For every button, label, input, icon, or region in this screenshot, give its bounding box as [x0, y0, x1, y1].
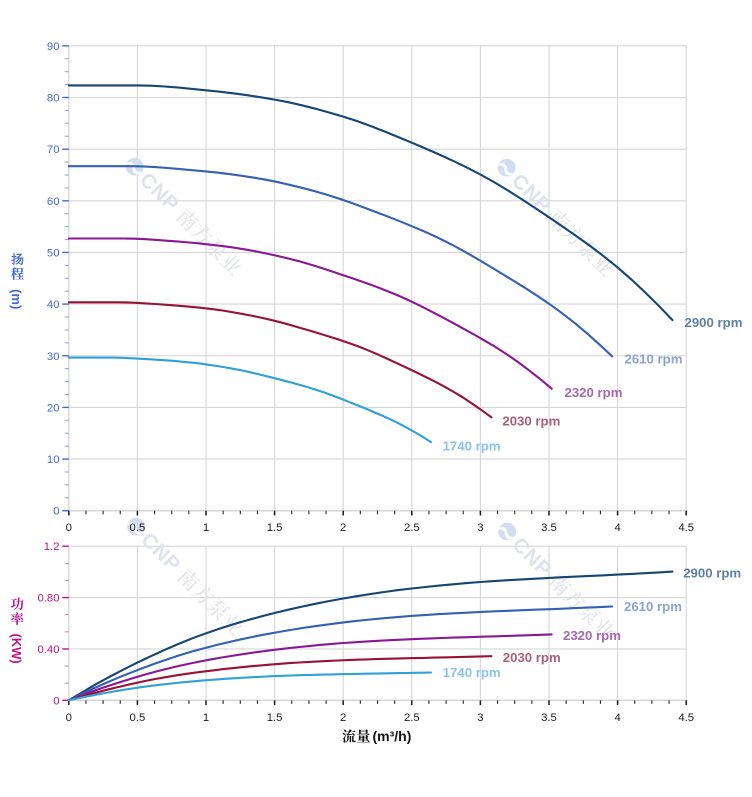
svg-text:2900 rpm: 2900 rpm [685, 315, 743, 330]
svg-text:4: 4 [614, 712, 620, 724]
svg-text:1.5: 1.5 [267, 522, 283, 534]
svg-text:1: 1 [203, 712, 209, 724]
svg-text:50: 50 [47, 247, 60, 259]
svg-text:30: 30 [47, 351, 60, 363]
svg-text:1740 rpm: 1740 rpm [443, 439, 501, 454]
svg-text:(m): (m) [9, 289, 24, 309]
svg-text:0: 0 [53, 695, 59, 707]
svg-text:90: 90 [47, 41, 60, 53]
svg-text:0: 0 [53, 506, 59, 518]
svg-text:3: 3 [477, 522, 483, 534]
svg-text:1.5: 1.5 [267, 712, 283, 724]
svg-text:2: 2 [340, 712, 346, 724]
svg-text:3.5: 3.5 [541, 712, 557, 724]
svg-text:4.5: 4.5 [678, 712, 694, 724]
svg-text:2320 rpm: 2320 rpm [563, 628, 621, 643]
svg-text:4: 4 [614, 522, 620, 534]
svg-text:0.80: 0.80 [38, 593, 60, 605]
svg-text:70: 70 [47, 144, 60, 156]
svg-text:2.5: 2.5 [404, 712, 420, 724]
svg-text:0.5: 0.5 [130, 522, 146, 534]
svg-text:3.5: 3.5 [541, 522, 557, 534]
svg-text:2610 rpm: 2610 rpm [624, 599, 682, 614]
svg-text:0.40: 0.40 [38, 644, 60, 656]
svg-text:40: 40 [47, 299, 60, 311]
svg-text:4.5: 4.5 [678, 522, 694, 534]
svg-text:2: 2 [340, 522, 346, 534]
svg-text:3: 3 [477, 712, 483, 724]
svg-text:0: 0 [66, 522, 72, 534]
svg-text:1.2: 1.2 [44, 541, 60, 553]
svg-text:2320 rpm: 2320 rpm [565, 385, 623, 400]
svg-text:80: 80 [47, 93, 60, 105]
svg-text:(KW): (KW) [9, 633, 24, 663]
svg-text:2030 rpm: 2030 rpm [502, 413, 560, 428]
svg-text:2900 rpm: 2900 rpm [683, 566, 741, 581]
svg-text:2.5: 2.5 [404, 522, 420, 534]
svg-text:1740 rpm: 1740 rpm [443, 665, 501, 680]
svg-text:60: 60 [47, 196, 60, 208]
svg-text:0.5: 0.5 [130, 712, 146, 724]
svg-text:(m³/h): (m³/h) [373, 728, 412, 744]
svg-text:2030 rpm: 2030 rpm [503, 650, 561, 665]
svg-text:0: 0 [66, 712, 72, 724]
svg-text:2610 rpm: 2610 rpm [625, 352, 683, 367]
svg-text:10: 10 [47, 454, 60, 466]
svg-text:20: 20 [47, 402, 60, 414]
svg-text:1: 1 [203, 522, 209, 534]
